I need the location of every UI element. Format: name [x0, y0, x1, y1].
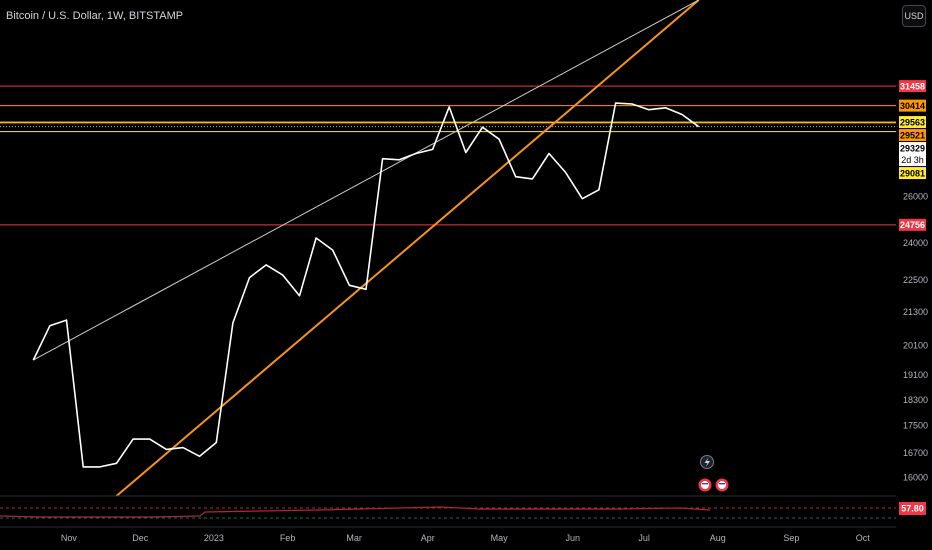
price-line	[32, 102, 700, 468]
y-tick-label: 20100	[903, 340, 928, 350]
oscillator-value-badge: 57.80	[899, 502, 926, 515]
x-tick-label: Apr	[421, 533, 435, 543]
x-tick-label: Jun	[566, 533, 581, 543]
y-axis: 26000 24000 22500 21300 20100 19100 18300 17500…	[903, 191, 928, 482]
x-tick-label: Sep	[783, 533, 799, 543]
price-level-badge: 29521	[900, 130, 925, 140]
x-tick-label: Feb	[280, 533, 296, 543]
y-tick-label: 17500	[903, 421, 928, 431]
trendlines	[33, 0, 700, 497]
y-tick-label: 22500	[903, 275, 928, 285]
event-flag-icon[interactable]	[715, 478, 729, 492]
x-tick-label: Dec	[132, 533, 149, 543]
current-price-badge: 29329	[900, 143, 925, 153]
x-axis: Nov Dec 2023 Feb Mar Apr May Jun Jul Aug Sep Oct	[61, 533, 870, 543]
price-levels	[0, 85, 896, 226]
price-level-badge-bg	[899, 80, 926, 93]
price-badges: 31458 30414 29563 29521 29329 2d 3h 29081 24756	[899, 80, 926, 231]
y-tick-label: 16700	[903, 448, 928, 458]
x-tick-label: Mar	[346, 533, 362, 543]
price-level-badge: 31458	[900, 81, 925, 91]
x-tick-label: Nov	[61, 533, 78, 543]
y-tick-label: 18300	[903, 395, 928, 405]
current-price-badge-bg	[899, 142, 926, 167]
oscillator-value: 57.80	[901, 504, 924, 514]
x-tick-label: Oct	[856, 533, 871, 543]
price-level-badge-bg	[899, 129, 926, 142]
trendline	[33, 0, 699, 361]
countdown-label: 2d 3h	[901, 155, 924, 165]
price-level-badge: 29563	[900, 117, 925, 127]
y-tick-label: 16000	[903, 473, 928, 483]
price-level-badge-bg	[899, 99, 926, 112]
trendline	[115, 0, 700, 497]
price-level-badge-bg	[899, 116, 926, 129]
x-tick-label: Jul	[638, 533, 650, 543]
x-tick-label: 2023	[204, 533, 224, 543]
price-level-badge: 30414	[900, 101, 925, 111]
y-tick-label: 26000	[903, 191, 928, 201]
currency-button[interactable]: USD	[902, 5, 926, 27]
y-tick-label: 19100	[903, 370, 928, 380]
event-lightning-icon[interactable]	[700, 455, 714, 469]
price-level-badge: 24756	[900, 220, 925, 230]
y-tick-label: 21300	[903, 307, 928, 317]
price-level-badge-bg	[899, 218, 926, 231]
x-tick-label: Aug	[710, 533, 726, 543]
oscillator-pane	[0, 495, 896, 528]
price-level-badge: 29081	[900, 168, 925, 178]
y-tick-label: 24000	[903, 238, 928, 248]
x-tick-label: May	[491, 533, 509, 543]
price-level-badge-bg	[899, 167, 926, 180]
chart-title: Bitcoin / U.S. Dollar, 1W, BITSTAMP	[6, 10, 184, 22]
event-flag-icon[interactable]	[698, 478, 712, 492]
